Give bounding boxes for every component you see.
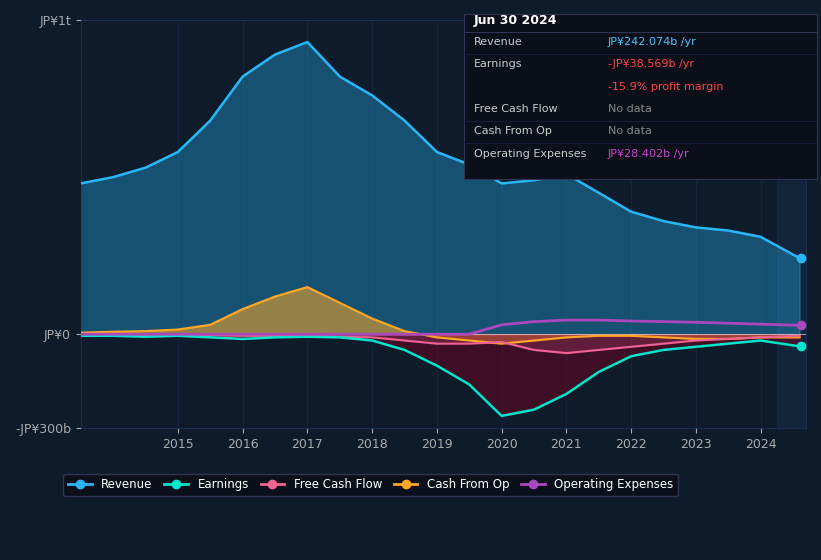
Text: No data: No data — [608, 127, 651, 137]
Text: JP¥242.074b /yr: JP¥242.074b /yr — [608, 37, 696, 47]
Text: -JP¥38.569b /yr: -JP¥38.569b /yr — [608, 59, 694, 69]
Text: No data: No data — [608, 104, 651, 114]
Text: -15.9% profit margin: -15.9% profit margin — [608, 82, 723, 92]
Legend: Revenue, Earnings, Free Cash Flow, Cash From Op, Operating Expenses: Revenue, Earnings, Free Cash Flow, Cash … — [63, 474, 678, 496]
Text: Jun 30 2024: Jun 30 2024 — [474, 14, 557, 27]
Bar — [777, 20, 806, 428]
Text: Earnings: Earnings — [474, 59, 522, 69]
Text: JP¥28.402b /yr: JP¥28.402b /yr — [608, 149, 689, 159]
Text: Operating Expenses: Operating Expenses — [474, 149, 586, 159]
Text: Cash From Op: Cash From Op — [474, 127, 552, 137]
Text: Revenue: Revenue — [474, 37, 522, 47]
Text: Free Cash Flow: Free Cash Flow — [474, 104, 557, 114]
